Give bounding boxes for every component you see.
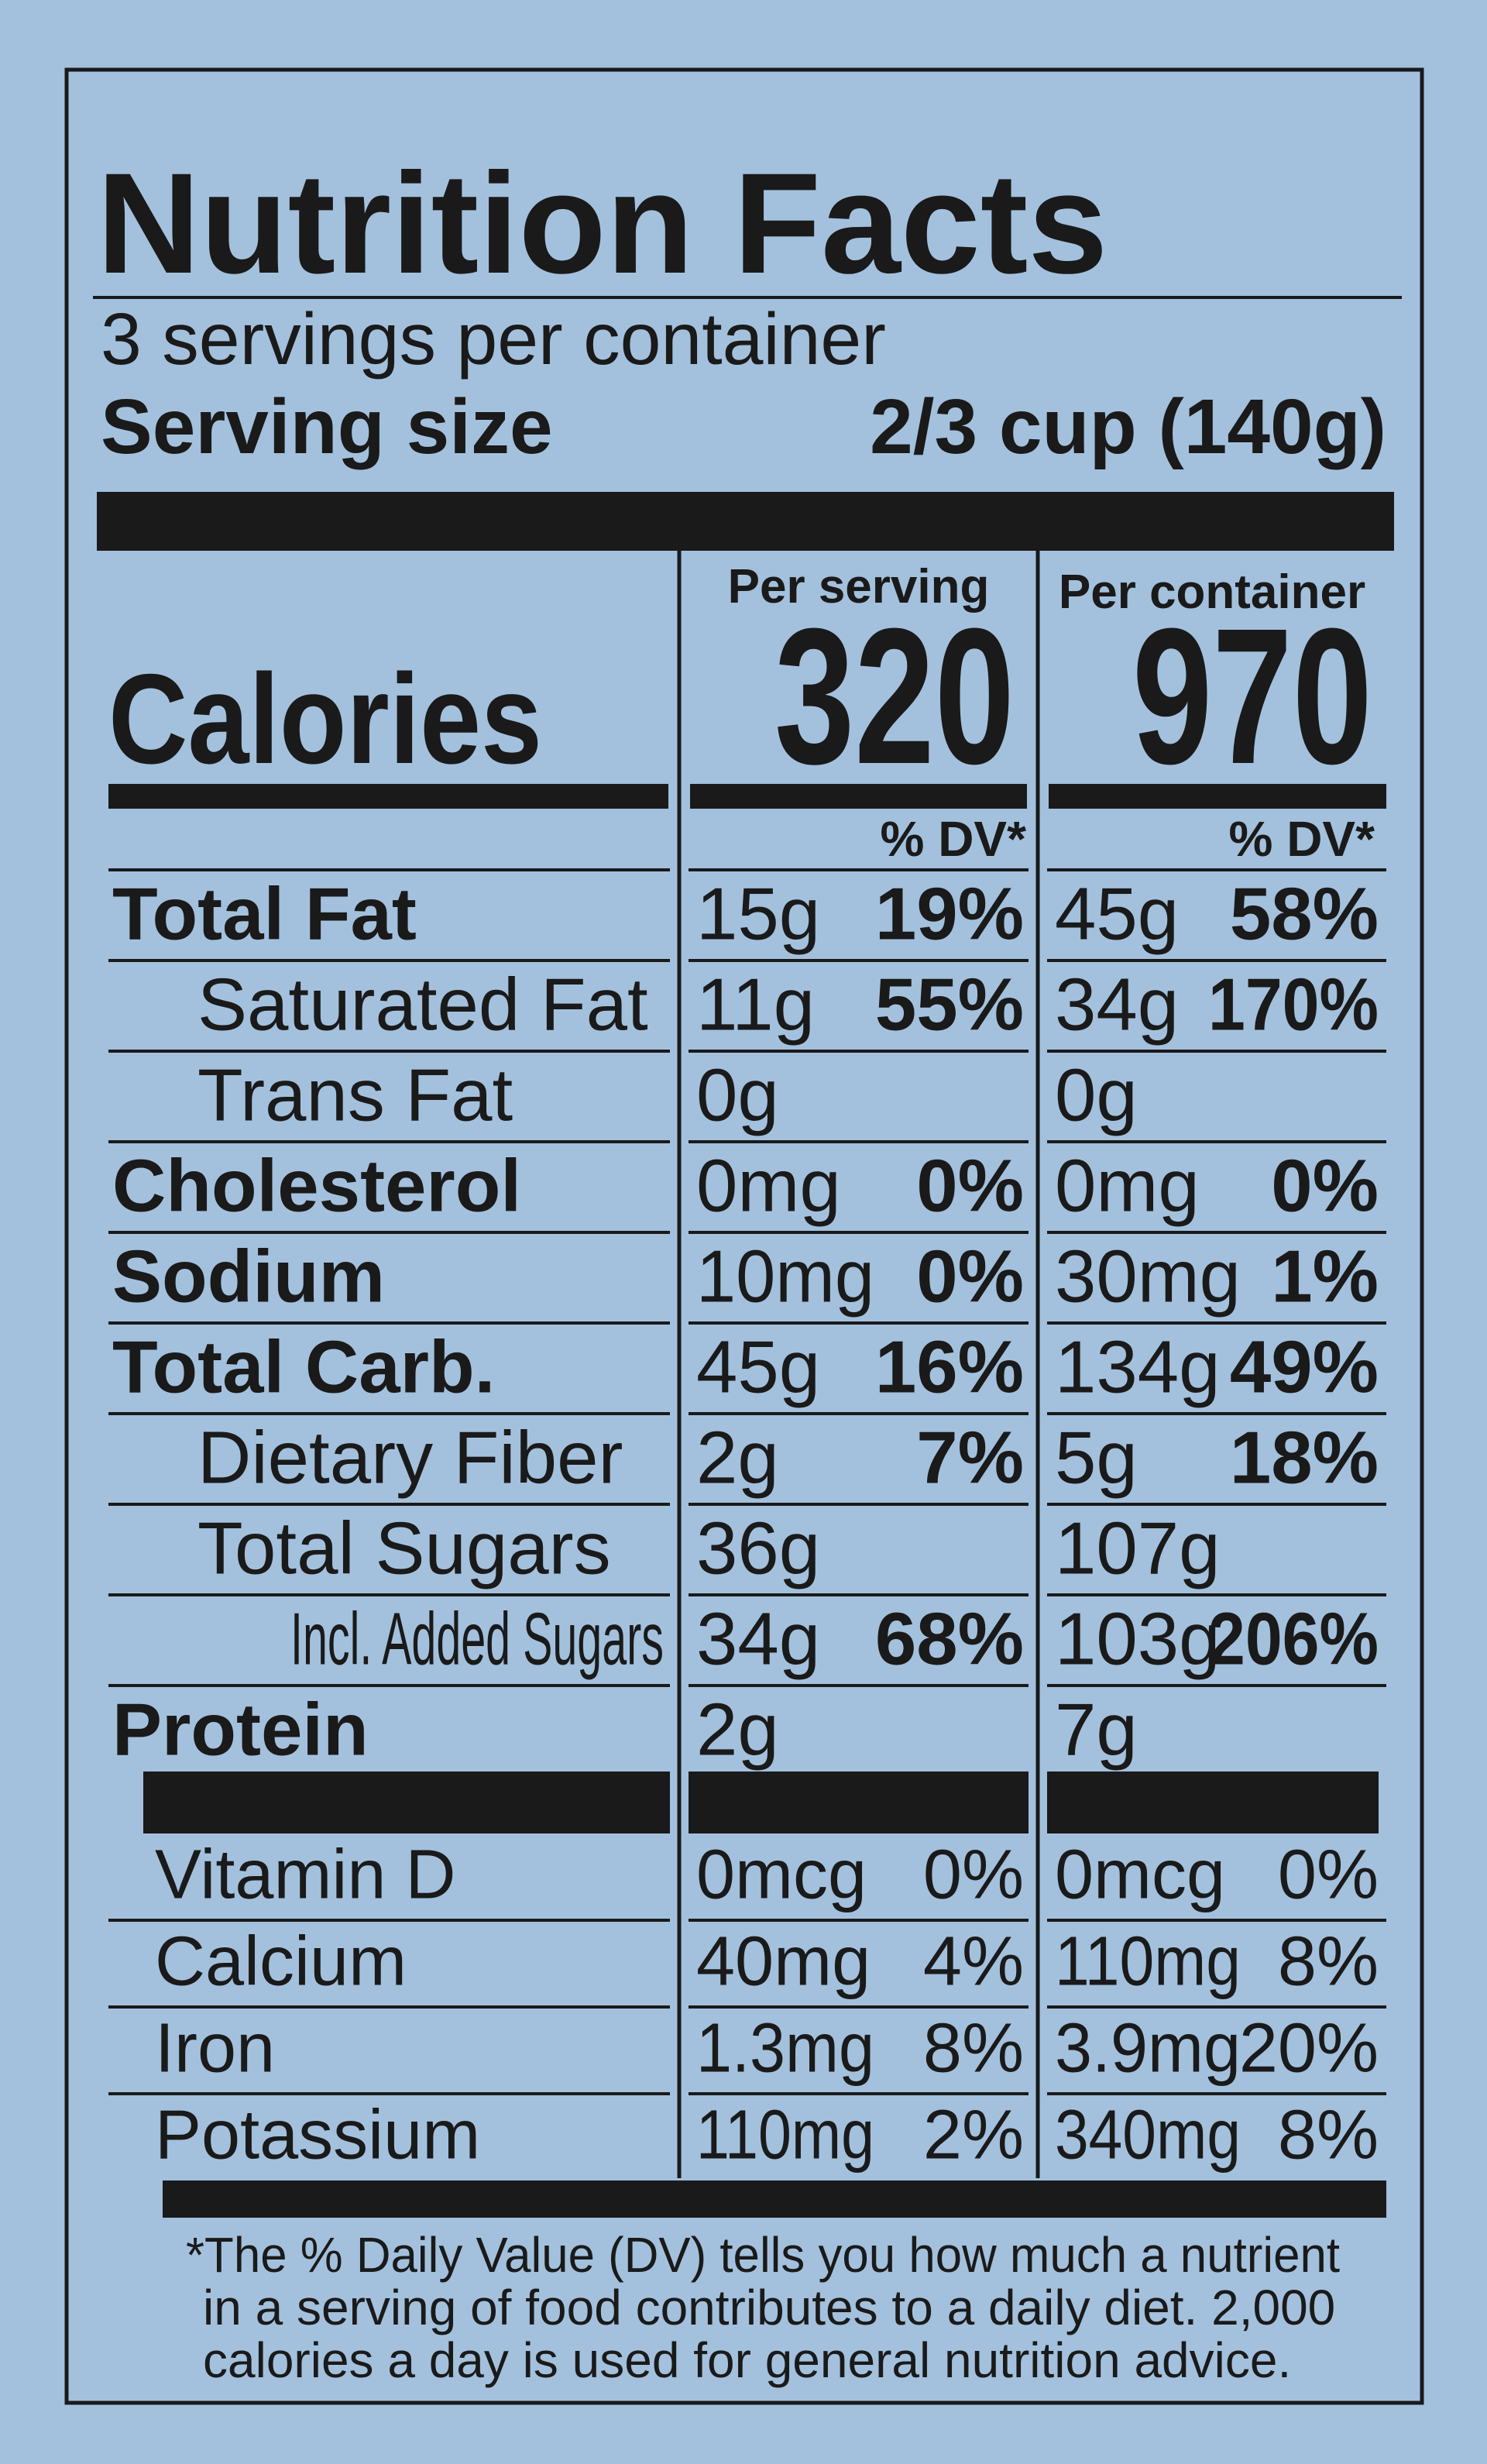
amount: 2g [696,1688,779,1771]
calories-rule [1049,784,1386,809]
daily-value: 206% [1208,1597,1379,1680]
nutrient-name: Total Carb. [112,1325,495,1408]
daily-value: 8% [923,2010,1024,2088]
daily-value: 8% [1278,1923,1379,2001]
daily-value: 18% [1230,1416,1379,1499]
daily-value: 0% [1278,1837,1379,1914]
calories-rule [108,784,668,809]
amount: 0mcg [696,1837,867,1914]
nutrient-name: Saturated Fat [197,963,648,1046]
daily-value: 20% [1239,2010,1379,2088]
amount: 3.9mg [1055,2010,1241,2088]
footnote: calories a day is used for general nutri… [203,2332,1291,2388]
amount: 0mg [1055,1144,1200,1227]
daily-value: 0% [1271,1144,1379,1227]
daily-value: 1% [1271,1235,1379,1318]
daily-value: 4% [923,1923,1024,2001]
daily-value: 2% [923,2097,1024,2174]
amount: 36g [696,1507,820,1589]
column-header: Per container [1059,565,1365,619]
thick-bar [689,1772,1029,1833]
amount: 40mg [696,1923,871,2001]
footnote: in a serving of food contributes to a da… [203,2280,1335,2335]
daily-value: 68% [875,1597,1024,1680]
amount: 11g [696,963,815,1046]
nutrient-name: Sodium [112,1235,385,1318]
nutrient-name: Trans Fat [197,1053,513,1136]
daily-value: 49% [1230,1325,1379,1408]
daily-value: 0% [923,1837,1024,1914]
amount: 2g [696,1416,779,1499]
amount: 340mg [1055,2097,1241,2174]
dv-header: % DV* [881,811,1027,867]
footnote: *The % Daily Value (DV) tells you how mu… [186,2227,1340,2283]
amount: 0g [1055,1053,1138,1136]
thick-bar [97,492,1394,551]
daily-value: 0% [916,1235,1024,1318]
calories-rule [690,784,1027,809]
daily-value: 16% [875,1325,1024,1408]
amount: 34g [696,1597,820,1680]
amount: 107g [1055,1507,1221,1589]
title: Nutrition Facts [97,144,1108,304]
daily-value: 0% [916,1144,1024,1227]
amount: 7g [1055,1688,1138,1771]
nutrient-name: Calcium [155,1923,407,2001]
daily-value: 55% [875,963,1024,1046]
amount: 110mg [696,2097,874,2174]
amount: 10mg [696,1235,874,1318]
serving-size-value: 2/3 cup (140g) [870,383,1386,470]
nutrient-name: Protein [112,1688,369,1771]
calories-value: 970 [1132,588,1372,804]
amount: 103g [1055,1597,1221,1680]
nutrient-name: Total Sugars [197,1507,611,1589]
daily-value: 170% [1208,963,1379,1046]
nutrient-name: Vitamin D [155,1837,455,1914]
nutrient-name: Iron [155,2010,275,2088]
dv-header: % DV* [1229,811,1375,867]
label-border [64,67,1424,2405]
nutrient-name: Incl. Added Sugars [290,1597,664,1680]
amount: 110mg [1055,1923,1241,2001]
amount: 0g [696,1053,779,1136]
column-header: Per serving [728,560,990,613]
daily-value: 8% [1278,2097,1379,2174]
amount: 45g [1055,872,1179,955]
calories-label: Calories [108,648,542,790]
amount: 30mg [1055,1235,1241,1318]
amount: 34g [1055,963,1179,1046]
servings: 3 servings per container [101,298,886,380]
thick-bar [143,1772,670,1833]
daily-value: 19% [875,872,1024,955]
thick-bar [1047,1772,1379,1833]
amount: 5g [1055,1416,1138,1499]
amount: 15g [696,872,820,955]
nutrient-name: Dietary Fiber [197,1416,623,1499]
amount: 1.3mg [696,2010,874,2088]
nutrient-name: Total Fat [112,872,417,955]
amount: 0mcg [1055,1837,1225,1914]
nutrient-name: Potassium [155,2097,480,2174]
thick-bar [163,2180,1386,2218]
daily-value: 7% [916,1416,1024,1499]
amount: 45g [696,1325,820,1408]
daily-value: 58% [1230,872,1379,955]
serving-size-label: Serving size [101,383,553,470]
amount: 0mg [696,1144,841,1227]
nutrient-name: Cholesterol [112,1144,521,1227]
calories-value: 320 [774,588,1015,804]
amount: 134g [1055,1325,1221,1408]
